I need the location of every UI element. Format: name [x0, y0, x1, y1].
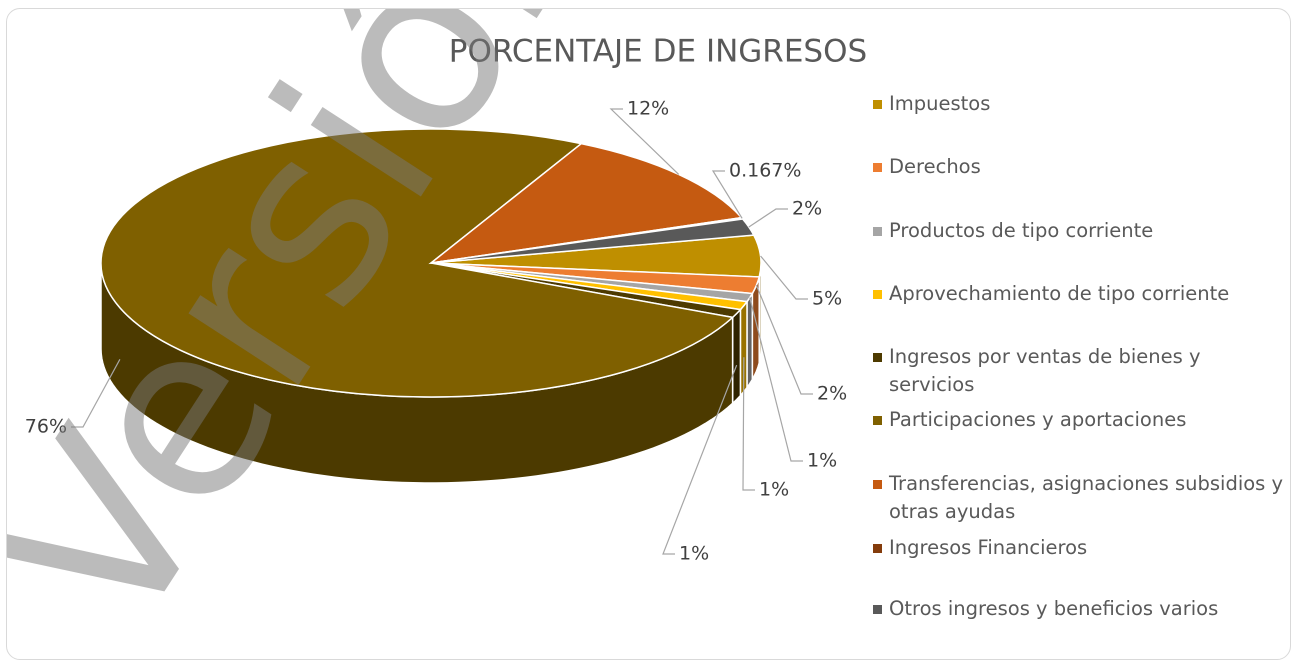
leader-line — [755, 285, 813, 395]
leader-line — [749, 297, 803, 462]
legend-label: Derechos — [889, 155, 981, 178]
data-label: 0.167% — [729, 160, 801, 182]
legend-label: Otros ingresos y beneficios varios — [889, 597, 1219, 620]
leader-line — [711, 170, 743, 219]
data-label: 1% — [679, 543, 709, 565]
legend-label: Ingresos Financieros — [889, 536, 1088, 559]
slice — [100, 128, 735, 398]
data-label: 76% — [25, 416, 67, 438]
legend-swatch — [873, 353, 882, 362]
data-labels: 5% 2% 1% 1% 1% 76% 12% 0.167% 2% — [25, 98, 847, 565]
chart-title: PORCENTAJE DE INGRESOS — [449, 34, 867, 70]
legend-label: Transferencias, asignaciones subsidios y… — [889, 472, 1284, 523]
data-label: 12% — [627, 98, 669, 120]
slice-side — [746, 290, 754, 391]
leader-line — [760, 255, 808, 300]
legend-label: Impuestos — [889, 92, 991, 115]
legend-label: Ingresos por ventas de bienes y servicio… — [889, 345, 1201, 396]
legend-label: Aprovechamiento de tipo corriente — [889, 282, 1230, 305]
legend-swatch — [873, 480, 882, 489]
leader-line — [662, 364, 738, 555]
leader-line — [742, 357, 755, 491]
legend-label: Productos de tipo corriente — [889, 219, 1154, 242]
data-label: 2% — [817, 383, 847, 405]
legend-swatch — [873, 416, 882, 425]
legend-swatch — [873, 163, 882, 172]
legend-label: Participaciones y aportaciones — [889, 408, 1187, 431]
chart: PORCENTAJE DE INGRESOS 5% 2% 1% 1% 1% 76% 12% 0… — [7, 9, 867, 659]
pie — [100, 128, 762, 484]
data-label: 5% — [812, 288, 842, 310]
legend-swatch — [873, 544, 882, 553]
leader-line — [748, 208, 788, 228]
legend-swatch — [873, 290, 882, 299]
leader-line — [609, 108, 680, 175]
data-label: 2% — [792, 198, 822, 220]
legend-swatch — [873, 227, 882, 236]
legend-swatch — [873, 605, 882, 614]
data-label: 1% — [759, 479, 789, 501]
leader-line — [71, 359, 121, 428]
legend-swatch — [873, 100, 882, 109]
data-label: 1% — [807, 450, 837, 472]
chart-frame: PORCENTAJE DE INGRESOS 5% 2% 1% 1% 1% 76% 12% 0… — [6, 8, 1291, 660]
slice-side — [731, 307, 742, 406]
